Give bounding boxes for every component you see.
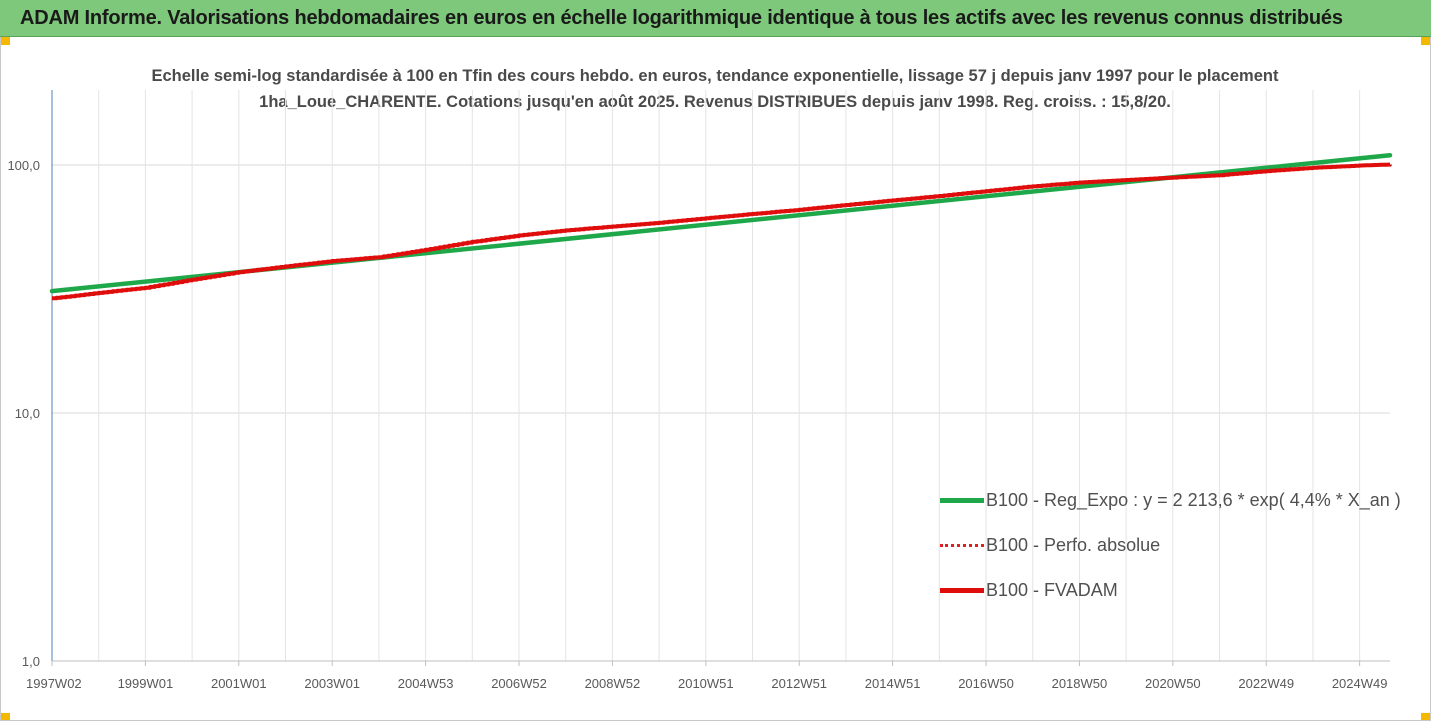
legend-swatch-perfo-absolue bbox=[940, 544, 984, 547]
corner-marker-bottom-left bbox=[0, 713, 10, 721]
x-tick-label: 2006W52 bbox=[491, 676, 547, 691]
chart-title: Echelle semi-log standardisée à 100 en T… bbox=[151, 67, 1279, 111]
x-tick-label: 1997W02 bbox=[26, 676, 82, 691]
corner-marker-bottom-right bbox=[1421, 713, 1431, 721]
x-tick-label: 2020W50 bbox=[1145, 676, 1201, 691]
series-line-fvadam bbox=[52, 162, 1392, 301]
legend-label-regression: B100 - Reg_Expo : y = 2 213,6 * exp( 4,4… bbox=[986, 490, 1401, 510]
x-tick-label: 2018W50 bbox=[1052, 676, 1108, 691]
x-tick-label: 2024W49 bbox=[1332, 676, 1388, 691]
legend-item-fvadam: B100 - FVADAM bbox=[940, 568, 1401, 613]
x-tick-label: 2014W51 bbox=[865, 676, 921, 691]
x-tick-label: 2004W53 bbox=[398, 676, 454, 691]
y-tick-label: 1,0 bbox=[22, 654, 40, 669]
chart-legend: B100 - Reg_Expo : y = 2 213,6 * exp( 4,4… bbox=[940, 478, 1401, 613]
x-tick-label: 2012W51 bbox=[771, 676, 827, 691]
legend-label-fvadam: B100 - FVADAM bbox=[986, 580, 1118, 600]
x-tick-label: 1999W01 bbox=[118, 676, 174, 691]
corner-marker-top-left bbox=[0, 37, 10, 45]
x-tick-label: 2022W49 bbox=[1238, 676, 1294, 691]
x-tick-label: 2001W01 bbox=[211, 676, 267, 691]
legend-label-perfo-absolue: B100 - Perfo. absolue bbox=[986, 535, 1161, 555]
y-tick-label: 10,0 bbox=[15, 406, 40, 421]
header-banner: ADAM Informe. Valorisations hebdomadaire… bbox=[0, 0, 1431, 37]
y-tick-label: 100,0 bbox=[7, 158, 40, 173]
header-title: ADAM Informe. Valorisations hebdomadaire… bbox=[20, 7, 1343, 29]
x-tick-label: 2008W52 bbox=[585, 676, 641, 691]
legend-item-regression: B100 - Reg_Expo : y = 2 213,6 * exp( 4,4… bbox=[940, 478, 1401, 523]
x-tick-label: 2016W50 bbox=[958, 676, 1014, 691]
x-tick-label: 2003W01 bbox=[304, 676, 360, 691]
legend-swatch-fvadam bbox=[940, 588, 984, 593]
legend-swatch-regression bbox=[940, 498, 984, 503]
x-tick-label: 2010W51 bbox=[678, 676, 734, 691]
legend-item-perfo-absolue: B100 - Perfo. absolue bbox=[940, 523, 1401, 568]
corner-marker-top-right bbox=[1421, 37, 1431, 45]
